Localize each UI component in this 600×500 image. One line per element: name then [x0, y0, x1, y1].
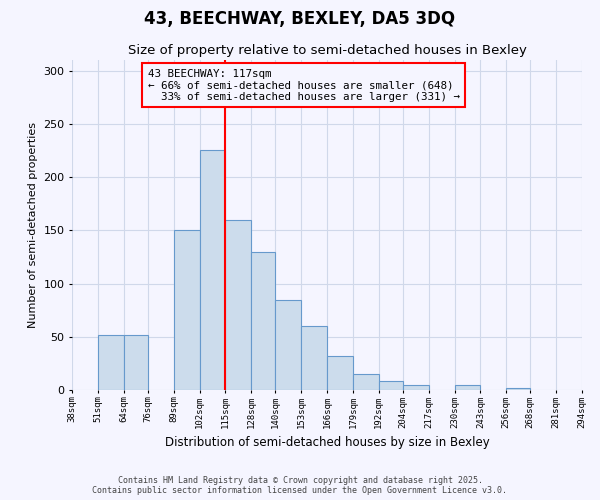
Text: Contains HM Land Registry data © Crown copyright and database right 2025.
Contai: Contains HM Land Registry data © Crown c… [92, 476, 508, 495]
Y-axis label: Number of semi-detached properties: Number of semi-detached properties [28, 122, 38, 328]
Bar [327, 356, 353, 390]
Bar [226, 220, 251, 390]
Bar [251, 252, 275, 390]
Bar [199, 150, 226, 390]
Bar [275, 300, 301, 390]
Bar [301, 326, 327, 390]
Bar [98, 334, 124, 390]
Bar [403, 384, 428, 390]
Bar [379, 382, 403, 390]
X-axis label: Distribution of semi-detached houses by size in Bexley: Distribution of semi-detached houses by … [164, 436, 490, 449]
Text: 43, BEECHWAY, BEXLEY, DA5 3DQ: 43, BEECHWAY, BEXLEY, DA5 3DQ [145, 10, 455, 28]
Bar [124, 334, 148, 390]
Bar [173, 230, 199, 390]
Bar [353, 374, 379, 390]
Bar [506, 388, 530, 390]
Bar [455, 384, 481, 390]
Title: Size of property relative to semi-detached houses in Bexley: Size of property relative to semi-detach… [128, 44, 526, 58]
Text: 43 BEECHWAY: 117sqm
← 66% of semi-detached houses are smaller (648)
  33% of sem: 43 BEECHWAY: 117sqm ← 66% of semi-detach… [148, 68, 460, 102]
